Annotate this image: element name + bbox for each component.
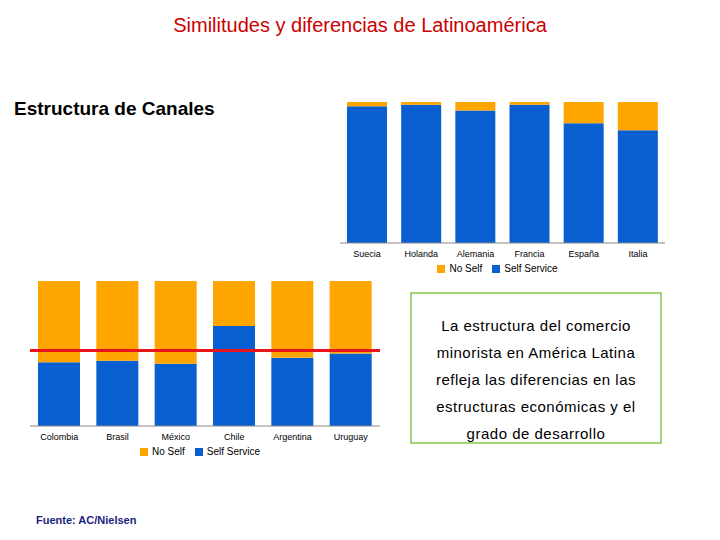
html-text:Self Service: Self Service: [504, 263, 558, 274]
svg-text:Holanda: Holanda: [404, 249, 438, 259]
svg-text:Suecia: Suecia: [353, 249, 381, 259]
svg-text:Brasil: Brasil: [106, 432, 129, 442]
svg-text:Italia: Italia: [628, 249, 647, 259]
html-text:La estructura del comercio min: La estructura del comercio minorista en …: [435, 317, 636, 442]
svg-text:Argentina: Argentina: [273, 432, 312, 442]
html-text:Fuente: AC/Nielsen: Fuente: AC/Nielsen: [36, 514, 137, 526]
svg-text:España: España: [568, 249, 599, 259]
svg-text:México: México: [162, 432, 191, 442]
svg-text:Alemania: Alemania: [457, 249, 495, 259]
html-text:Similitudes y diferencias de L: Similitudes y diferencias de Latinoaméri…: [173, 14, 547, 36]
svg-text:Uruguay: Uruguay: [334, 432, 369, 442]
html-text:Estructura de Canales: Estructura de Canales: [14, 98, 215, 119]
svg-text:Francia: Francia: [515, 249, 545, 259]
svg-text:Colombia: Colombia: [40, 432, 78, 442]
html-text:Self Service: Self Service: [206, 446, 261, 457]
html-text:No Self: No Self: [449, 263, 483, 274]
html-text:No Self: No Self: [151, 446, 185, 457]
svg-text:Chile: Chile: [224, 432, 245, 442]
